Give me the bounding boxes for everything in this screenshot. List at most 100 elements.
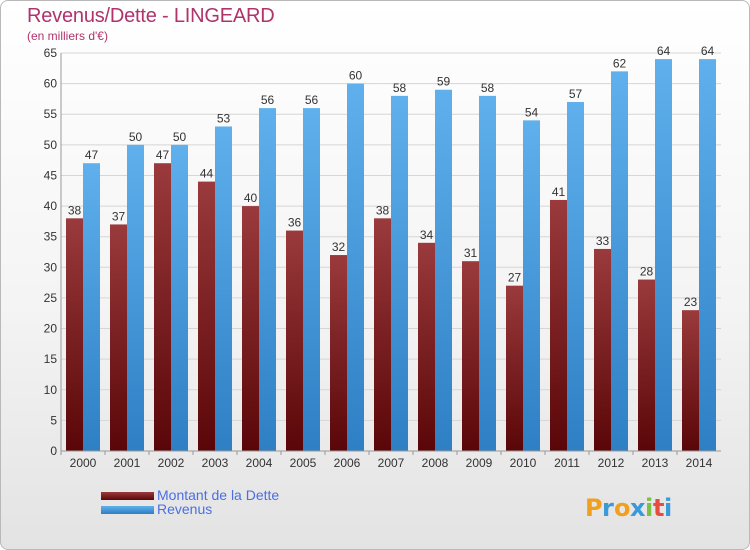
bar-revenue	[479, 95, 496, 451]
legend-swatch-revenue	[101, 506, 154, 514]
x-tick-label: 2005	[290, 456, 317, 470]
bar-debt	[66, 218, 83, 451]
data-label-revenue: 57	[569, 87, 583, 101]
data-label-debt: 33	[596, 234, 610, 248]
data-label-debt: 32	[332, 240, 346, 254]
bar-revenue	[435, 89, 452, 451]
bar-revenue	[259, 108, 276, 451]
x-tick-label: 2001	[114, 456, 141, 470]
data-label-revenue: 64	[657, 44, 671, 58]
data-label-debt: 38	[68, 203, 82, 217]
data-label-revenue: 64	[701, 44, 715, 58]
y-tick-label: 15	[44, 352, 58, 366]
chart-subtitle: (en milliers d'€)	[27, 29, 108, 43]
data-label-debt: 44	[200, 167, 214, 181]
svg-text:t: t	[653, 494, 664, 522]
proxiti-logo: P r o x i t i	[583, 486, 693, 526]
bar-debt	[110, 224, 127, 451]
bar-debt	[198, 181, 215, 452]
data-label-debt: 40	[244, 191, 258, 205]
svg-text:P: P	[585, 494, 603, 522]
x-tick-label: 2009	[466, 456, 493, 470]
bar-debt	[154, 163, 171, 451]
bar-debt	[550, 199, 567, 451]
x-tick-label: 2007	[378, 456, 405, 470]
data-label-debt: 36	[288, 216, 302, 230]
bar-revenue	[215, 126, 232, 451]
bar-debt	[638, 279, 655, 451]
data-label-debt: 41	[552, 185, 566, 199]
x-tick-label: 2011	[554, 456, 580, 470]
svg-text:i: i	[664, 494, 672, 522]
data-label-debt: 47	[156, 148, 170, 162]
y-tick-label: 10	[44, 383, 58, 397]
y-tick-label: 25	[44, 291, 58, 305]
legend-swatch-debt	[101, 492, 154, 500]
data-label-revenue: 60	[349, 69, 363, 83]
x-tick-label: 2008	[422, 456, 449, 470]
legend-label-revenue: Revenus	[157, 501, 213, 517]
y-tick-label: 40	[44, 199, 58, 213]
data-label-revenue: 53	[217, 111, 231, 125]
bar-revenue	[391, 95, 408, 451]
y-tick-label: 20	[44, 322, 58, 336]
data-label-revenue: 58	[393, 81, 407, 95]
x-tick-label: 2013	[642, 456, 669, 470]
data-label-debt: 23	[684, 295, 698, 309]
y-tick-label: 65	[44, 46, 58, 60]
bar-revenue	[83, 163, 100, 451]
bar-debt	[242, 206, 259, 451]
data-label-revenue: 56	[305, 93, 319, 107]
x-tick-label: 2010	[510, 456, 537, 470]
bar-revenue	[611, 71, 628, 451]
legend-label-debt: Montant de la Dette	[157, 487, 280, 503]
bar-debt	[594, 248, 611, 451]
bar-revenue	[655, 59, 672, 451]
x-tick-label: 2003	[202, 456, 229, 470]
x-tick-label: 2014	[686, 456, 713, 470]
bar-debt	[506, 285, 523, 451]
data-label-revenue: 50	[129, 130, 143, 144]
y-tick-label: 50	[44, 138, 58, 152]
svg-text:o: o	[614, 494, 631, 522]
bar-revenue	[127, 144, 144, 451]
bar-debt	[682, 310, 699, 451]
bar-revenue	[347, 83, 364, 451]
data-label-debt: 37	[112, 209, 126, 223]
data-label-revenue: 59	[437, 75, 451, 89]
data-label-debt: 31	[464, 246, 478, 260]
data-label-debt: 28	[640, 265, 654, 279]
x-tick-label: 2002	[158, 456, 185, 470]
data-label-revenue: 58	[481, 81, 495, 95]
data-label-debt: 38	[376, 203, 390, 217]
bar-debt	[462, 261, 479, 451]
svg-text:r: r	[602, 494, 614, 522]
y-tick-label: 45	[44, 168, 58, 182]
y-tick-label: 35	[44, 230, 58, 244]
bar-revenue	[171, 144, 188, 451]
data-label-revenue: 54	[525, 105, 539, 119]
x-tick-label: 2012	[598, 456, 625, 470]
bar-debt	[286, 230, 303, 451]
y-tick-label: 0	[50, 444, 57, 458]
chart-title: Revenus/Dette - LINGEARD	[27, 5, 275, 27]
y-tick-label: 55	[44, 107, 58, 121]
bar-debt	[374, 218, 391, 451]
bar-revenue	[303, 108, 320, 451]
data-label-revenue: 47	[85, 148, 99, 162]
y-tick-label: 60	[44, 77, 58, 91]
bar-debt	[418, 242, 435, 451]
bar-revenue	[523, 120, 540, 451]
bar-revenue	[567, 101, 584, 451]
y-tick-label: 5	[50, 413, 57, 427]
svg-text:x: x	[630, 494, 646, 522]
bar-debt	[330, 255, 347, 451]
x-tick-label: 2004	[246, 456, 273, 470]
data-label-revenue: 62	[613, 56, 627, 70]
bar-revenue	[699, 59, 716, 451]
svg-text:i: i	[645, 494, 653, 522]
data-label-debt: 34	[420, 228, 434, 242]
x-tick-label: 2006	[334, 456, 361, 470]
